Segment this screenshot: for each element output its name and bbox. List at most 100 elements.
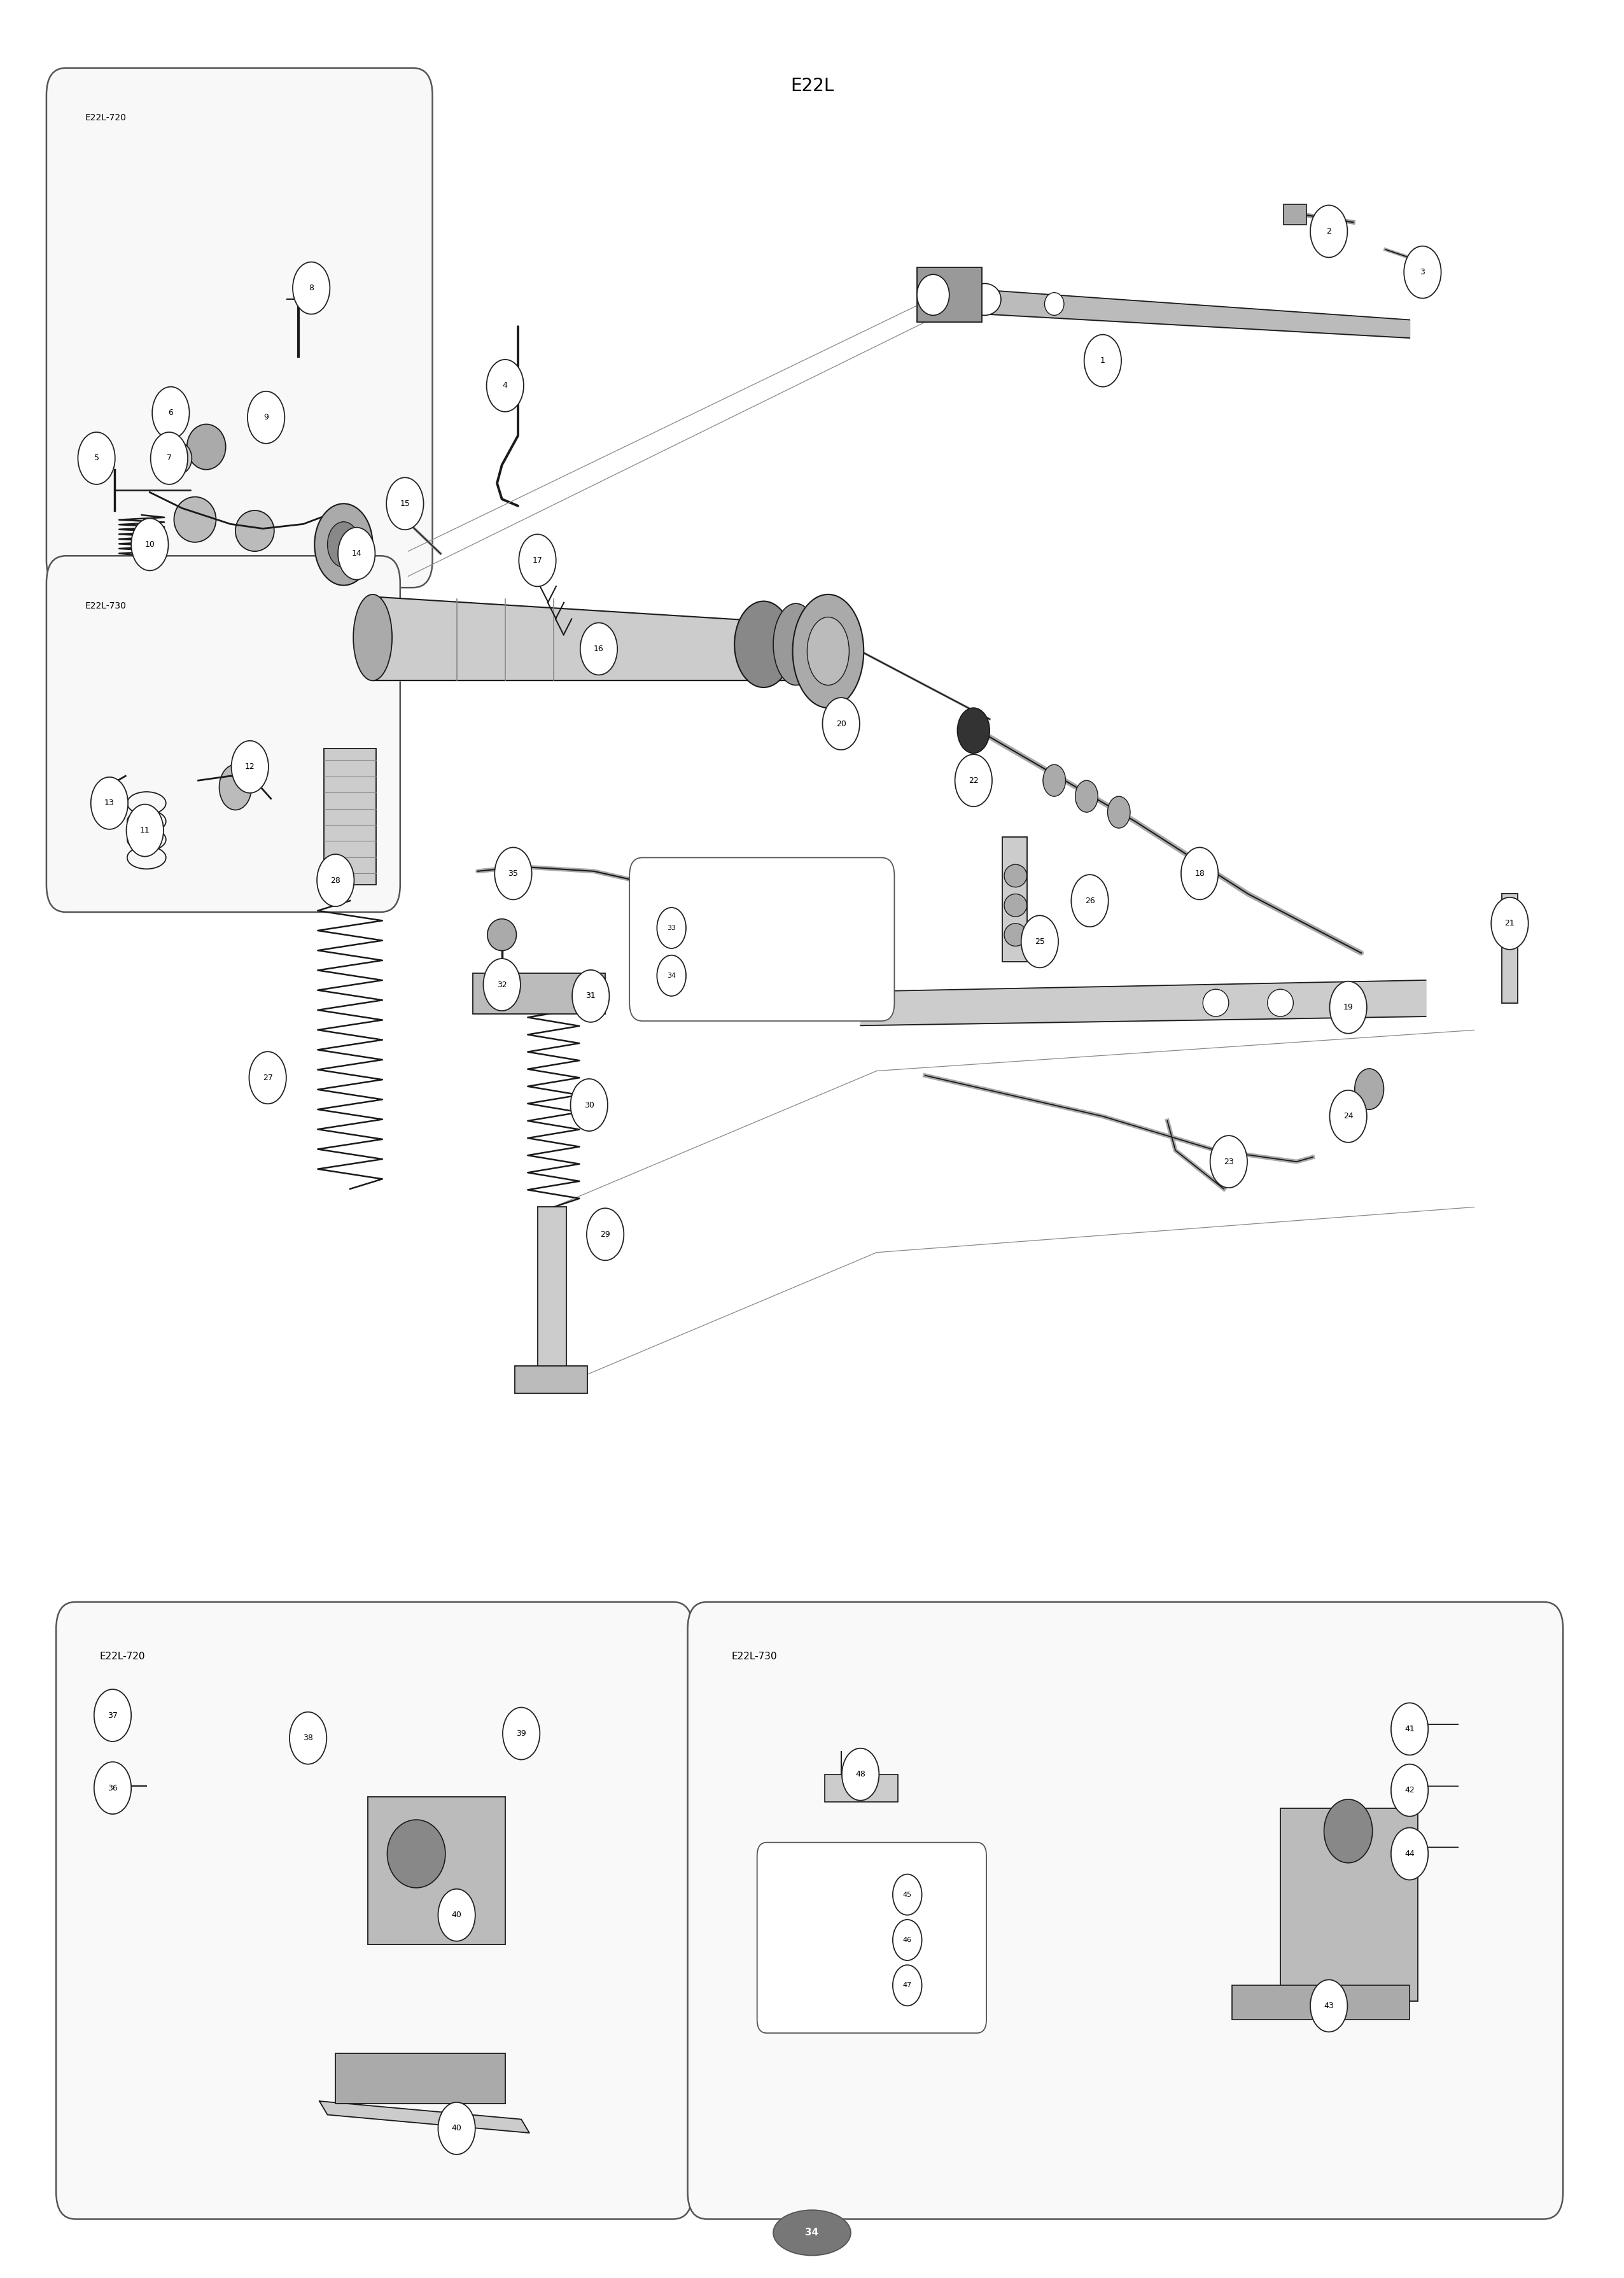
Circle shape xyxy=(1311,1980,1348,2032)
Circle shape xyxy=(1181,847,1218,900)
Circle shape xyxy=(127,804,164,857)
Bar xyxy=(918,267,981,321)
Circle shape xyxy=(658,907,685,948)
Bar xyxy=(367,1797,505,1945)
Circle shape xyxy=(1491,898,1528,950)
Circle shape xyxy=(841,1747,879,1800)
Text: 46: 46 xyxy=(903,1936,911,1943)
Circle shape xyxy=(1021,916,1059,968)
Text: 35: 35 xyxy=(508,870,518,877)
Ellipse shape xyxy=(387,1820,445,1888)
Text: E22L: E22L xyxy=(791,77,833,96)
Text: 30: 30 xyxy=(585,1100,594,1109)
Circle shape xyxy=(503,1708,539,1759)
Circle shape xyxy=(1210,1137,1247,1187)
Circle shape xyxy=(1330,1091,1367,1141)
Text: 24: 24 xyxy=(1343,1112,1353,1121)
Text: 6: 6 xyxy=(169,408,174,417)
Ellipse shape xyxy=(174,497,216,542)
FancyBboxPatch shape xyxy=(757,1843,986,2032)
Text: E22L-720: E22L-720 xyxy=(99,1652,145,1661)
Bar xyxy=(825,1775,898,1802)
Text: 33: 33 xyxy=(667,925,676,932)
Text: 14: 14 xyxy=(351,549,362,558)
Text: 40: 40 xyxy=(451,2123,461,2132)
Text: 44: 44 xyxy=(1405,1850,1415,1859)
Text: 15: 15 xyxy=(400,499,409,508)
Circle shape xyxy=(151,433,188,485)
Bar xyxy=(538,1207,567,1371)
Text: 27: 27 xyxy=(263,1073,273,1082)
Text: 8: 8 xyxy=(309,285,313,292)
Text: 7: 7 xyxy=(167,453,172,462)
Text: 22: 22 xyxy=(968,777,979,784)
Text: 7～8mm: 7～8mm xyxy=(815,1982,846,1989)
Circle shape xyxy=(893,1920,922,1961)
FancyBboxPatch shape xyxy=(630,857,895,1021)
Bar xyxy=(1283,205,1306,226)
FancyBboxPatch shape xyxy=(687,1601,1562,2219)
Ellipse shape xyxy=(1108,797,1130,829)
Circle shape xyxy=(822,697,859,749)
Ellipse shape xyxy=(235,510,274,551)
Circle shape xyxy=(893,1966,922,2007)
Ellipse shape xyxy=(1004,923,1026,945)
Circle shape xyxy=(248,1052,286,1105)
Bar xyxy=(336,2052,505,2103)
Text: 38: 38 xyxy=(304,1734,313,1743)
Ellipse shape xyxy=(734,601,793,688)
Text: 12: 12 xyxy=(245,763,255,770)
Text: 40: 40 xyxy=(451,1911,461,1918)
Circle shape xyxy=(580,622,617,674)
Text: 5: 5 xyxy=(94,453,99,462)
Text: 17: 17 xyxy=(533,556,542,565)
Ellipse shape xyxy=(219,765,252,811)
FancyBboxPatch shape xyxy=(47,68,432,588)
Circle shape xyxy=(317,854,354,907)
Ellipse shape xyxy=(958,708,989,754)
Text: E22L-730: E22L-730 xyxy=(84,601,127,611)
Text: 28: 28 xyxy=(330,877,341,884)
Ellipse shape xyxy=(1354,1068,1384,1109)
Circle shape xyxy=(338,528,375,579)
Text: E22L-730: E22L-730 xyxy=(731,1652,776,1661)
Circle shape xyxy=(438,2103,476,2155)
Polygon shape xyxy=(320,2100,529,2132)
Circle shape xyxy=(893,1875,922,1916)
Text: 21: 21 xyxy=(1505,920,1515,927)
Circle shape xyxy=(289,1713,326,1763)
Ellipse shape xyxy=(1332,989,1358,1016)
Circle shape xyxy=(231,740,268,793)
Bar xyxy=(1280,1809,1418,2002)
Circle shape xyxy=(1072,875,1109,927)
Circle shape xyxy=(570,1080,607,1132)
Circle shape xyxy=(658,954,685,995)
Ellipse shape xyxy=(1324,1800,1372,1863)
Bar xyxy=(1233,1986,1410,2018)
Ellipse shape xyxy=(1075,781,1098,813)
Text: 1: 1 xyxy=(1099,358,1106,364)
Bar xyxy=(473,973,606,1014)
Text: 31: 31 xyxy=(586,991,596,1000)
Ellipse shape xyxy=(328,522,361,567)
Text: 45: 45 xyxy=(903,1891,911,1898)
Text: 11: 11 xyxy=(140,827,149,834)
FancyBboxPatch shape xyxy=(47,556,400,911)
Text: 23: 23 xyxy=(1224,1157,1234,1166)
Text: 43: 43 xyxy=(1324,2002,1333,2009)
Ellipse shape xyxy=(1043,765,1065,797)
Circle shape xyxy=(1330,982,1367,1034)
Ellipse shape xyxy=(918,273,950,314)
Circle shape xyxy=(438,1888,476,1941)
Text: 34: 34 xyxy=(667,973,676,980)
Text: 25: 25 xyxy=(1034,939,1044,945)
Text: 34: 34 xyxy=(806,2228,818,2237)
Text: 39: 39 xyxy=(516,1729,526,1738)
Text: E22L-720: E22L-720 xyxy=(687,925,726,932)
Ellipse shape xyxy=(187,424,226,469)
Circle shape xyxy=(495,847,531,900)
Circle shape xyxy=(484,959,520,1011)
Ellipse shape xyxy=(487,918,516,950)
Ellipse shape xyxy=(1004,863,1026,886)
Circle shape xyxy=(94,1690,132,1740)
